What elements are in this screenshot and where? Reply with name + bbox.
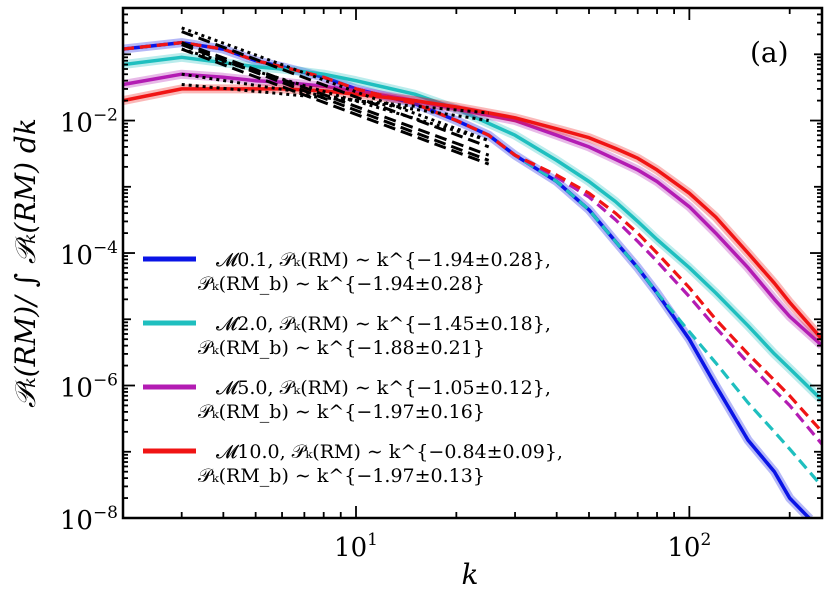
series-dashed-line-0: [123, 41, 812, 518]
x-tick-label: 101: [334, 530, 378, 563]
series-layer: [123, 38, 822, 518]
series-line-1: [123, 55, 822, 402]
panel-label: (a): [750, 36, 789, 69]
series-line-3: [123, 87, 822, 341]
x-tick-label: 102: [667, 530, 711, 563]
fit-line-0: [181, 26, 490, 142]
legend-sublabel-2: 𝒫ₖ(RM_b) ∼ k^{−1.97±0.16}: [198, 401, 485, 423]
legend: 𝓜0.1, 𝒫ₖ(RM) ∼ k^{−1.94±0.28},𝒫ₖ(RM_b) ∼…: [143, 249, 563, 487]
fit-line-3: [181, 83, 489, 115]
legend-label-0: 𝓜0.1, 𝒫ₖ(RM) ∼ k^{−1.94±0.28},: [216, 249, 551, 271]
fit-dashed-line-3: [181, 47, 490, 166]
tick-layer: [122, 7, 822, 519]
y-tick-label: 10−8: [60, 503, 118, 536]
legend-sublabel-0: 𝒫ₖ(RM_b) ∼ k^{−1.94±0.28}: [198, 273, 485, 295]
y-tick-label: 10−6: [60, 371, 118, 404]
legend-label-2: 𝓜5.0, 𝒫ₖ(RM) ∼ k^{−1.05±0.12},: [216, 377, 551, 399]
y-axis-label: 𝒫ₖ(RM)/ ∫ 𝒫ₖ(RM) dk: [9, 118, 42, 408]
fit-line-1: [181, 47, 490, 142]
y-tick-label: 10−2: [60, 106, 118, 139]
legend-label-3: 𝓜10.0, 𝒫ₖ(RM) ∼ k^{−0.84±0.09},: [216, 441, 563, 463]
fit-dashed-line-2: [181, 43, 490, 162]
series-line-2: [123, 72, 822, 347]
legend-label-1: 𝓜2.0, 𝒫ₖ(RM) ∼ k^{−1.45±0.18},: [216, 313, 551, 335]
fit-dashed-line-0: [181, 30, 490, 149]
fit-layer: [181, 26, 490, 166]
y-tick-label: 10−4: [60, 238, 118, 271]
legend-sublabel-3: 𝒫ₖ(RM_b) ∼ k^{−1.97±0.13}: [198, 465, 485, 487]
series-dashed-line-2: [123, 41, 822, 446]
series-dashed-line-3: [123, 41, 822, 433]
series-band-2: [123, 69, 822, 349]
tick-label-layer: 101 102 10−2 10−4 10−6 10−8: [60, 106, 711, 563]
legend-sublabel-1: 𝒫ₖ(RM_b) ∼ k^{−1.88±0.21}: [198, 337, 485, 359]
x-axis-label: k: [462, 558, 479, 591]
